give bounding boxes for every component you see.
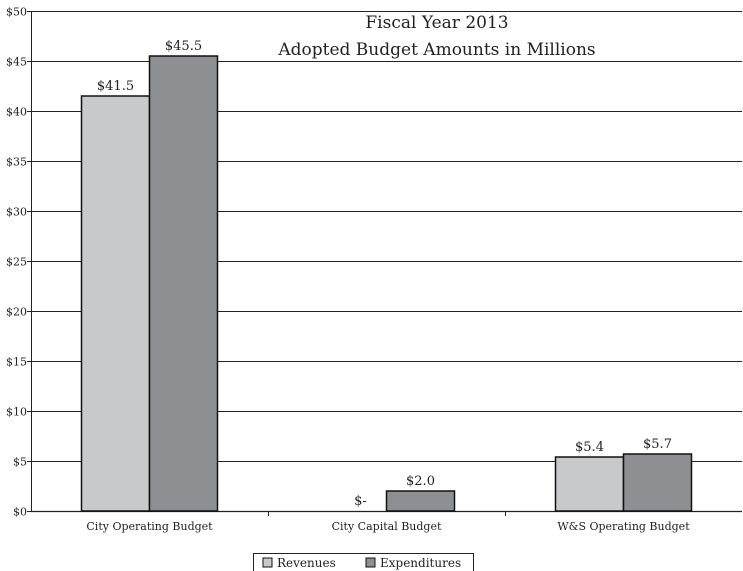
y-tick-label: $50 <box>6 6 27 19</box>
bar <box>148 55 219 512</box>
bar <box>554 456 625 512</box>
y-tick-label: $30 <box>6 206 27 219</box>
data-label: $45.5 <box>165 39 202 54</box>
data-label: $- <box>354 494 367 509</box>
data-label: $5.4 <box>575 440 604 455</box>
legend: Revenues Expenditures <box>253 553 474 571</box>
chart-subtitle: Adopted Budget Amounts in Millions <box>277 40 595 60</box>
bar <box>385 490 456 512</box>
bar <box>80 95 151 512</box>
y-tick-label: $40 <box>6 106 27 119</box>
legend-label: Revenues <box>277 556 336 570</box>
legend-box <box>253 553 474 571</box>
legend-swatch <box>365 557 376 568</box>
y-tick-label: $10 <box>6 406 27 419</box>
y-tick-label: $0 <box>13 506 27 519</box>
y-tick-label: $25 <box>6 256 27 269</box>
data-labels: $41.5 $45.5 $- $2.0 $5.4 $5.7 <box>97 39 672 509</box>
x-tick-label: City Operating Budget <box>86 520 213 533</box>
bars <box>80 55 693 512</box>
chart-title: Fiscal Year 2013 <box>365 13 508 33</box>
y-tick-label: $35 <box>6 156 27 169</box>
y-tick-label: $15 <box>6 356 27 369</box>
legend-swatch <box>262 557 273 568</box>
legend-label: Expenditures <box>380 556 461 570</box>
y-tick-label: $5 <box>13 456 27 469</box>
data-label: $5.7 <box>643 437 672 452</box>
bar <box>622 453 693 512</box>
x-tick-label: City Capital Budget <box>332 520 442 533</box>
y-tick-label: $45 <box>6 56 27 69</box>
x-tick-label: W&S Operating Budget <box>557 520 690 533</box>
data-label: $2.0 <box>406 474 435 489</box>
data-label: $41.5 <box>97 79 134 94</box>
y-tick-label: $20 <box>6 306 27 319</box>
